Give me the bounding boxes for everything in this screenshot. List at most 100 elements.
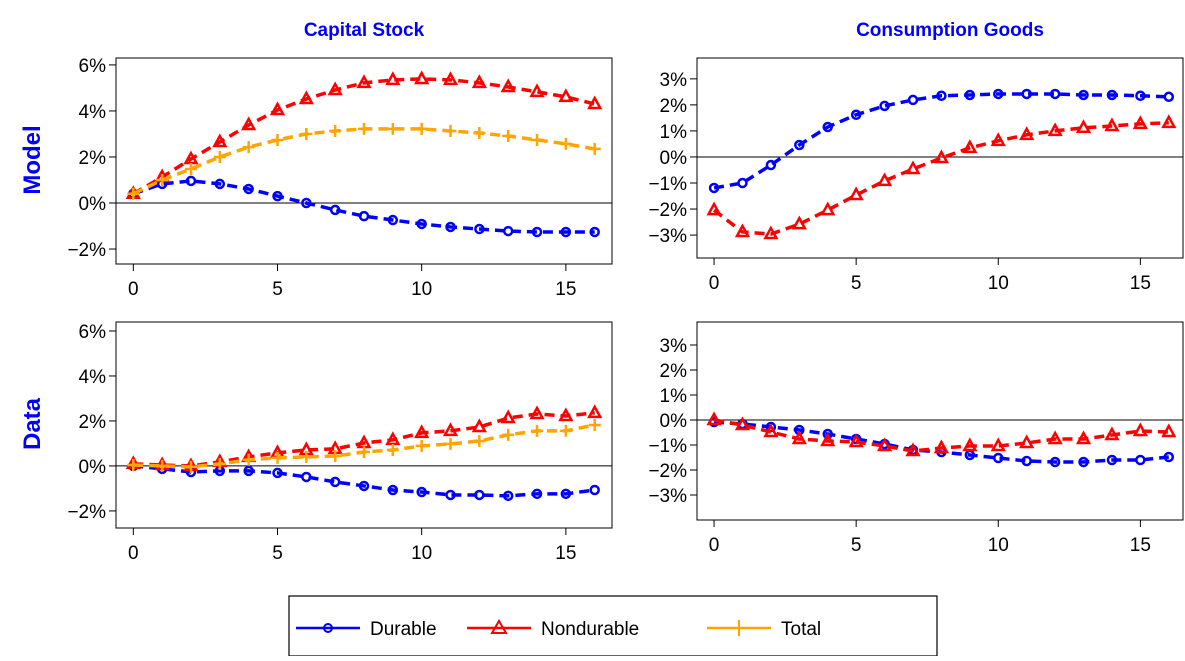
marker [876,437,893,452]
marker [1047,430,1063,445]
y-tick-label: −1% [648,174,687,195]
marker [531,424,544,437]
marker [414,424,430,439]
marker [301,471,312,483]
x-tick-label: 15 [1130,273,1151,294]
marker [415,439,428,452]
marker [414,70,430,85]
marker [298,90,314,105]
marker [848,433,864,448]
marker [445,221,456,233]
x-tick-label: 15 [555,279,576,300]
marker [358,480,370,492]
legend-marker [323,623,333,633]
marker [214,178,226,190]
marker [473,434,486,447]
marker [558,88,574,103]
marker [474,223,485,235]
plot-frame [115,321,613,529]
y-tick-label: 2% [660,361,688,382]
marker [706,411,722,426]
marker [962,139,978,154]
marker [184,460,197,473]
y-tick-label: −3% [648,486,687,507]
x-tick-label: 5 [272,279,283,300]
marker [765,159,777,171]
marker [936,90,947,102]
marker [473,127,486,140]
x-tick-label: 10 [988,535,1009,556]
y-tick-label: −3% [648,226,687,247]
y-tick-label: 2% [79,412,107,433]
marker [794,139,805,151]
marker [327,81,343,96]
marker [850,109,862,121]
marker [185,175,197,187]
marker [502,225,514,237]
marker [763,225,779,240]
marker [416,486,427,498]
x-tick-label: 0 [709,535,720,556]
y-tick-label: −2% [648,200,687,221]
marker [990,132,1006,147]
legend-marker [490,619,508,634]
series [708,88,1175,194]
series [128,460,600,502]
marker [588,142,601,155]
marker [301,197,312,209]
y-tick-label: 4% [79,367,107,388]
legend-marker [732,620,746,636]
y-tick-label: 4% [79,102,107,123]
marker [990,437,1006,452]
marker [587,404,603,419]
x-tick-label: 5 [272,543,283,564]
marker [876,172,893,187]
marker [734,416,751,431]
marker [1019,126,1035,141]
marker [933,439,950,454]
marker [964,89,976,101]
marker [329,124,342,137]
marker [385,71,401,86]
y-tick-label: 0% [660,411,688,432]
y-tick-label: 0% [660,148,688,169]
marker [791,430,807,445]
marker [444,437,457,450]
series-line [712,121,1169,236]
marker [387,484,399,496]
marker [242,453,255,466]
y-tick-label: −2% [648,461,687,482]
marker [502,428,515,441]
series [706,411,1177,457]
marker [442,71,459,86]
marker [1135,90,1146,102]
marker [300,450,313,463]
marker [502,130,515,143]
marker [1135,454,1146,466]
x-tick-label: 0 [128,279,139,300]
marker [1161,423,1177,438]
x-tick-label: 10 [411,543,432,564]
marker [386,122,399,135]
series [125,70,603,200]
marker [589,226,600,238]
marker [531,226,543,238]
y-tick-label: 6% [79,322,107,343]
marker [1161,114,1177,129]
y-tick-label: 3% [660,336,688,357]
series-line [133,464,595,498]
marker [445,489,456,501]
marker [1163,451,1175,463]
marker [471,74,487,89]
marker [156,173,169,186]
marker [242,141,255,154]
row-label: Model [19,125,46,194]
x-tick-label: 10 [411,279,432,300]
x-tick-label: 15 [1130,535,1151,556]
y-tick-label: 6% [79,56,107,77]
marker [962,437,978,452]
marker [589,484,600,496]
marker [933,149,950,164]
marker [588,419,601,431]
